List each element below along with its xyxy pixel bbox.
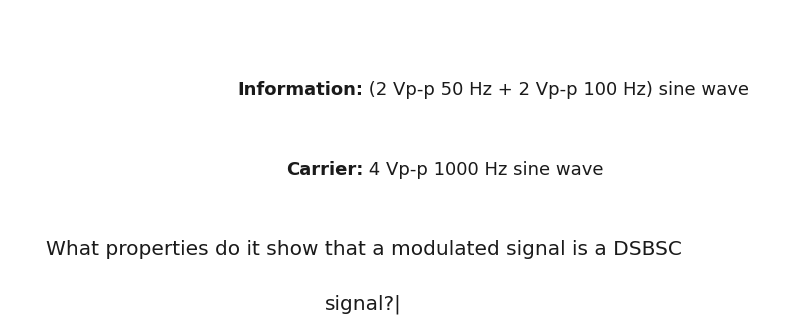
Text: What properties do it show that a modulated signal is a DSBSC: What properties do it show that a modula… <box>45 240 681 259</box>
Text: 4 Vp-p 1000 Hz sine wave: 4 Vp-p 1000 Hz sine wave <box>363 161 604 179</box>
Text: Information:: Information: <box>238 81 363 99</box>
Text: signal?|: signal?| <box>325 294 401 314</box>
Text: (2 Vp-p 50 Hz + 2 Vp-p 100 Hz) sine wave: (2 Vp-p 50 Hz + 2 Vp-p 100 Hz) sine wave <box>363 81 750 99</box>
Text: Carrier:: Carrier: <box>286 161 363 179</box>
